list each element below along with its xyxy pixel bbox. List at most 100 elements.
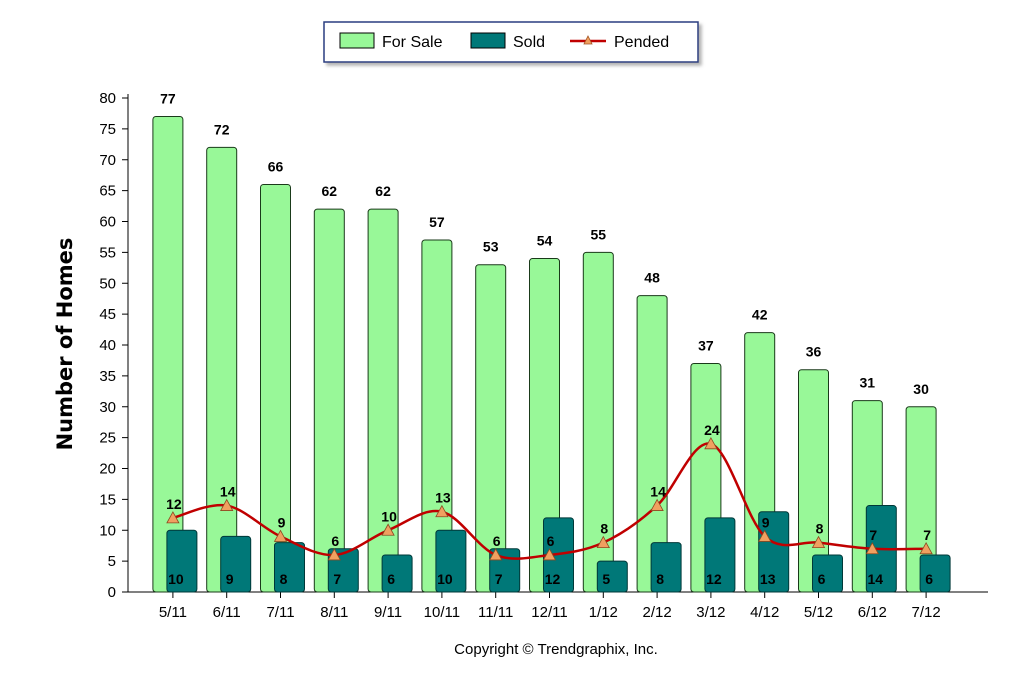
y-tick-label: 50 <box>99 275 116 292</box>
data-label-sold: 10 <box>437 571 453 587</box>
marker-pended <box>542 548 557 561</box>
y-tick-label: 75 <box>99 121 116 138</box>
y-axis-label: Number of Homes <box>53 238 77 451</box>
data-label-for-sale: 36 <box>806 344 822 360</box>
bar-sold <box>435 529 467 593</box>
y-tick-label: 15 <box>99 491 116 508</box>
y-axis: 0 5 10 15 20 25 30 35 40 45 50 55 60 65 70 75 80 <box>99 90 129 601</box>
data-label-for-sale: 77 <box>160 91 176 107</box>
y-tick-label: 0 <box>108 584 116 601</box>
bar-sold <box>274 542 305 593</box>
x-tick-label: 7/12 <box>911 604 940 621</box>
marker-pended <box>704 436 718 450</box>
y-tick-label: 70 <box>99 152 116 169</box>
data-label-for-sale: 66 <box>268 158 284 174</box>
x-tick-label: 9/11 <box>374 604 402 621</box>
value-labels: 7710729668627626571053754125554883712421… <box>160 91 933 587</box>
data-label-pended: 12 <box>166 496 182 512</box>
x-tick-label: 7/11 <box>266 604 294 621</box>
data-label-pended: 14 <box>650 484 666 500</box>
data-label-for-sale: 57 <box>429 214 445 230</box>
data-label-pended: 24 <box>704 422 720 438</box>
data-label-pended: 8 <box>816 521 824 537</box>
bar-for-sale <box>260 183 291 593</box>
sold-series <box>166 505 951 593</box>
marker-pended <box>865 541 879 555</box>
data-label-pended: 14 <box>220 484 236 500</box>
data-label-pended: 8 <box>600 521 608 537</box>
data-label-for-sale: 30 <box>913 381 929 397</box>
x-tick-label: 8/11 <box>320 604 348 621</box>
marker-pended <box>650 498 664 511</box>
marker-pended <box>381 523 395 536</box>
y-tick-label: 65 <box>99 183 116 200</box>
bar-sold <box>166 529 198 593</box>
marker-pended <box>327 548 341 561</box>
data-label-sold: 13 <box>760 571 776 587</box>
data-label-sold: 12 <box>545 571 561 587</box>
x-tick-label: 2/12 <box>642 604 671 621</box>
x-tick-label: 3/12 <box>696 604 725 621</box>
marker-pended <box>758 529 772 542</box>
y-tick-label: 25 <box>99 430 116 447</box>
data-label-for-sale: 62 <box>322 183 338 199</box>
x-tick-label: 6/12 <box>858 604 887 621</box>
marker-pended <box>489 548 503 561</box>
data-label-sold: 6 <box>818 571 826 587</box>
data-label-for-sale: 48 <box>644 270 660 286</box>
x-tick-label: 10/11 <box>424 604 460 621</box>
data-label-sold: 8 <box>280 571 288 587</box>
legend: For Sale Sold Pended <box>323 21 699 63</box>
x-tick-label: 11/11 <box>478 604 513 621</box>
x-tick-label: 12/11 <box>531 604 567 621</box>
bar-sold <box>758 511 790 593</box>
y-tick-label: 55 <box>99 244 116 261</box>
for-sale-series <box>152 116 937 593</box>
bar-sold <box>812 554 843 593</box>
y-tick-label: 10 <box>99 522 116 539</box>
data-label-for-sale: 53 <box>483 239 499 255</box>
bar-sold <box>919 554 951 593</box>
data-label-sold: 8 <box>656 571 664 587</box>
legend-marker-pended <box>583 35 593 45</box>
data-label-pended: 6 <box>493 533 501 549</box>
marker-pended <box>166 511 180 524</box>
x-tick-label: 6/11 <box>213 604 241 621</box>
data-label-sold: 6 <box>387 571 395 587</box>
y-tick-label: 40 <box>99 337 116 354</box>
data-label-for-sale: 62 <box>375 183 391 199</box>
y-tick-label: 45 <box>99 306 116 323</box>
legend-swatch-sold <box>470 32 506 49</box>
data-label-for-sale: 31 <box>860 375 876 391</box>
y-tick-label: 80 <box>99 90 116 107</box>
marker-pended <box>919 541 933 555</box>
data-label-pended: 13 <box>435 490 451 506</box>
data-label-sold: 12 <box>706 571 722 587</box>
x-tick-label: 4/12 <box>750 604 779 621</box>
marker-pended <box>596 535 610 548</box>
x-axis: 5/11 6/11 7/11 8/11 9/11 10/11 11/11 12/11 1/12 2… <box>128 591 988 621</box>
bar-for-sale <box>313 208 345 593</box>
y-tick-label: 5 <box>108 553 116 570</box>
data-label-pended: 6 <box>331 533 339 549</box>
pended-series <box>166 436 933 561</box>
legend-label-for-sale: For Sale <box>382 34 443 51</box>
data-label-pended: 10 <box>381 508 397 524</box>
marker-pended <box>220 498 234 511</box>
y-tick-label: 60 <box>99 214 116 231</box>
data-label-for-sale: 54 <box>537 233 553 249</box>
bar-sold <box>220 535 252 593</box>
data-label-sold: 6 <box>925 571 933 587</box>
legend-box <box>323 21 699 63</box>
bar-sold <box>704 517 736 593</box>
data-label-pended: 9 <box>278 514 286 530</box>
data-label-sold: 7 <box>333 571 341 587</box>
bar-sold <box>650 542 682 593</box>
marker-pended <box>811 535 826 548</box>
data-label-pended: 7 <box>869 527 877 543</box>
bar-sold <box>596 560 628 593</box>
data-label-pended: 6 <box>547 533 555 549</box>
marker-pended <box>273 529 288 542</box>
bar-for-sale <box>206 146 238 593</box>
